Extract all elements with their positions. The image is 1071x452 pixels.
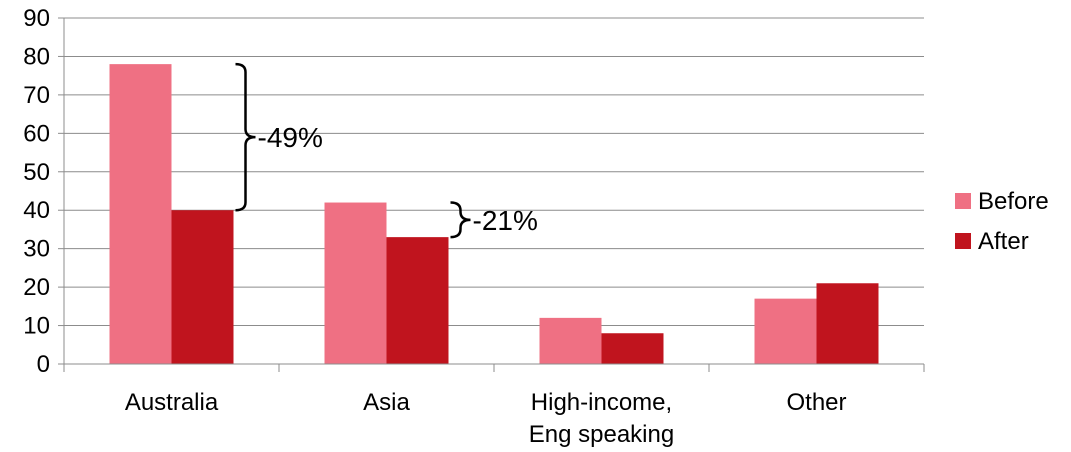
bar-before [754,298,817,364]
bar-before [539,317,602,364]
legend: Before After [955,188,1049,255]
bars [109,64,879,364]
axes: 0 10 20 30 40 50 60 70 80 90 Australia Asia High-inc… [23,5,925,448]
y-tick-label: 70 [23,82,50,109]
legend-swatch-after [955,233,971,249]
x-category-label: Asia [363,389,410,416]
change-percent-label: -49% [258,122,323,153]
change-percent-label: -21% [473,205,538,236]
annotations: -49% -21% [235,62,538,239]
y-tick-label: 90 [23,5,50,32]
y-tick-label: 30 [23,236,50,263]
y-tick-label: 40 [23,197,50,224]
y-tick-label: 10 [23,313,50,340]
x-category-label: Other [786,389,846,416]
x-category-label: Eng speaking [529,421,674,448]
bar-after [601,333,664,364]
bar-before [109,64,172,364]
legend-label-before: Before [978,188,1049,215]
bar-after [386,237,449,364]
brace-icon [235,62,256,212]
legend-label-after: After [978,228,1029,255]
bar-after [171,210,234,364]
y-tick-label: 60 [23,120,50,147]
x-category-label: High-income, [531,389,672,416]
brace-icon [450,201,471,239]
y-tick-label: 0 [37,351,50,378]
legend-swatch-before [955,193,971,209]
x-category-label: Australia [125,389,219,416]
bar-after [816,283,879,364]
y-tick-label: 20 [23,274,50,301]
bar-before [324,202,387,364]
y-tick-label: 80 [23,43,50,70]
y-tick-label: 50 [23,159,50,186]
